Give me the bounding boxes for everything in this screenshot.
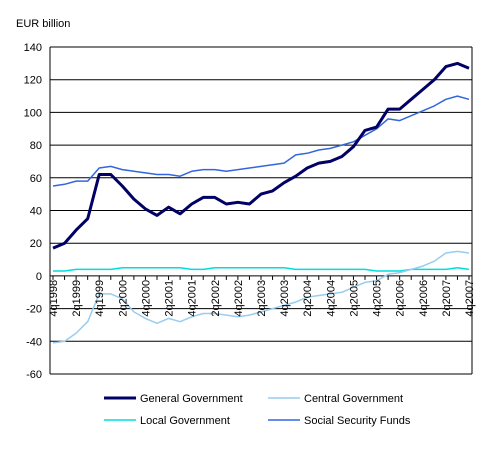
x-tick-label: 4q2006 [418, 280, 430, 317]
x-tick-label: 4q1998 [48, 280, 60, 317]
x-tick-label: 2q2000 [117, 280, 129, 317]
series-line-3 [52, 95, 470, 187]
gridlines [50, 46, 472, 375]
y-tick-label: 100 [24, 107, 42, 119]
y-tick-label: -40 [26, 336, 42, 348]
y-tick-label: 40 [30, 206, 42, 218]
legend-label: Central Government [304, 393, 403, 405]
axes [49, 47, 473, 374]
x-tick-label: 4q2002 [233, 280, 245, 317]
y-tick-labels: -60 -40 -20 0 20 40 60 80 100 120 140 [24, 42, 42, 381]
x-tick-label: 4q2007 [464, 280, 476, 317]
x-tick-label: 2q2001 [164, 280, 176, 317]
x-tick-label: 4q2005 [372, 280, 384, 317]
y-tick-label: 120 [24, 75, 42, 87]
legend-label: Local Government [140, 415, 230, 427]
x-tick-label: 2q2003 [256, 280, 268, 317]
x-tick-label: 2q2006 [395, 280, 407, 317]
x-tick-label: 2q2004 [302, 280, 314, 317]
x-tick-label: 2q2002 [210, 280, 222, 317]
legend-item: Social Security Funds [268, 415, 411, 427]
x-tick-label: 4q1999 [94, 280, 106, 317]
legend-item: Local Government [104, 415, 230, 427]
series-line-2 [53, 266, 470, 272]
legend-label: General Government [140, 393, 243, 405]
y-tick-label: 140 [24, 42, 42, 54]
legend: General Government Central Government Loca… [104, 393, 411, 427]
y-tick-label: 20 [30, 238, 42, 250]
unit-label: EUR billion [16, 18, 70, 30]
y-tick-label: -20 [26, 304, 42, 316]
x-tick-label: 4q2004 [325, 280, 337, 317]
y-tick-label: 80 [30, 140, 42, 152]
x-tick-labels: 4q1998 2q1999 4q1999 2q2000 4q2000 2q2001 4q20… [48, 280, 476, 317]
y-tick-label: 60 [30, 173, 42, 185]
series-line-1 [52, 250, 470, 344]
legend-label: Social Security Funds [304, 415, 411, 427]
x-tick-label: 4q2000 [140, 280, 152, 317]
x-tick-label: 2q2007 [441, 280, 453, 317]
legend-item: General Government [104, 393, 243, 405]
x-tick-label: 4q2001 [187, 280, 199, 317]
x-tick-label: 2q2005 [348, 280, 360, 317]
series-line-0 [52, 61, 470, 250]
series-group [52, 61, 470, 344]
y-tick-label: 0 [36, 271, 42, 283]
legend-item: Central Government [268, 393, 403, 405]
x-tick-label: 4q2003 [279, 280, 291, 317]
y-tick-label: -60 [26, 369, 42, 381]
x-tick-label: 2q1999 [71, 280, 83, 317]
